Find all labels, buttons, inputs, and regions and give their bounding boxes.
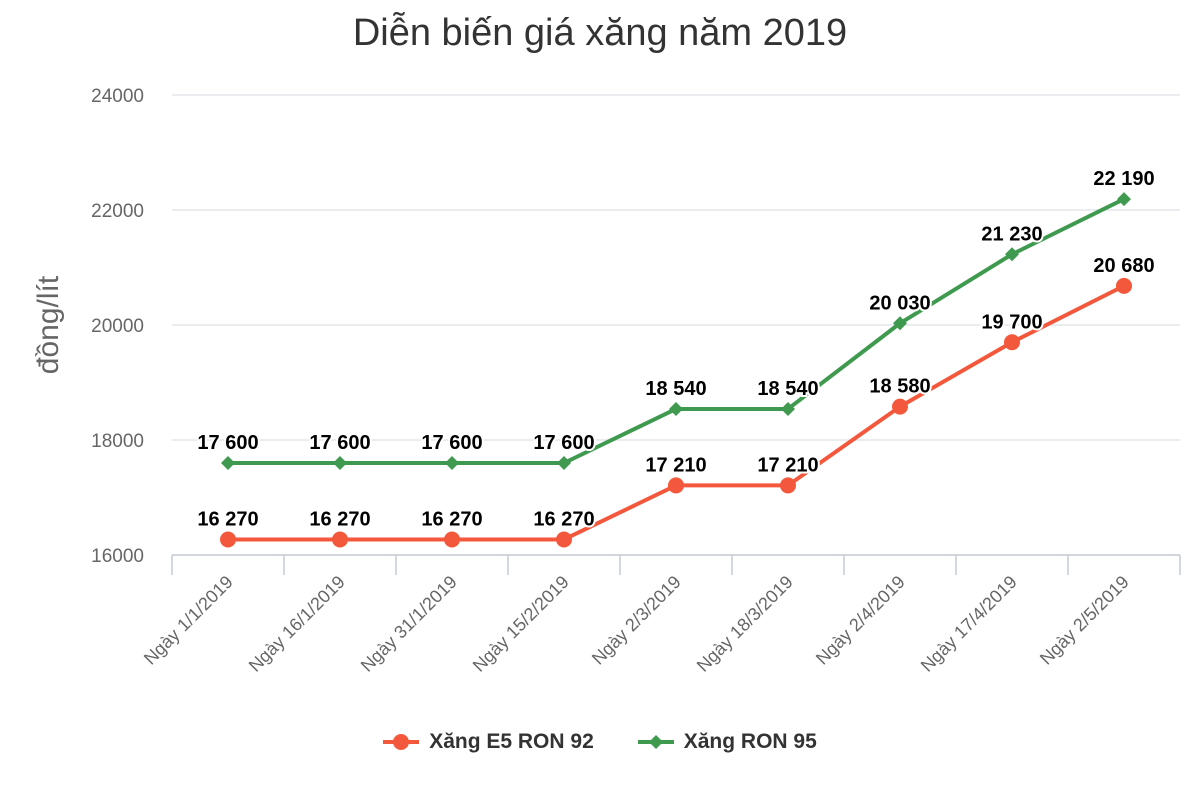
data-label: 18 580 xyxy=(869,376,930,398)
y-axis-title: đồng/lít xyxy=(32,275,65,374)
legend-item-e5-ron-92[interactable]: Xăng E5 RON 92 xyxy=(383,730,594,754)
y-tick-label: 20000 xyxy=(91,316,144,337)
data-label: 22 190 xyxy=(1093,168,1154,190)
data-point[interactable] xyxy=(445,456,459,470)
x-tick-label: Ngày 15/2/2019 xyxy=(469,572,573,676)
y-tick-label: 22000 xyxy=(91,201,144,222)
data-label: 21 230 xyxy=(981,223,1042,245)
data-point[interactable] xyxy=(444,531,460,548)
data-point[interactable] xyxy=(557,456,571,470)
data-point[interactable] xyxy=(333,456,347,470)
x-tick-label: Ngày 2/5/2019 xyxy=(1036,572,1133,669)
circle-marker-icon xyxy=(383,734,420,750)
diamond-marker-icon xyxy=(637,735,674,749)
data-point[interactable] xyxy=(220,531,236,548)
data-point[interactable] xyxy=(1116,277,1132,294)
data-label: 18 540 xyxy=(757,378,818,400)
data-label: 17 600 xyxy=(533,432,594,454)
data-label: 16 270 xyxy=(309,508,370,530)
legend-label: Xăng E5 RON 92 xyxy=(429,730,594,753)
data-label: 20 030 xyxy=(869,292,930,314)
data-label: 17 600 xyxy=(421,432,482,454)
x-tick-label: Ngày 31/1/2019 xyxy=(357,572,461,676)
data-label: 17 210 xyxy=(757,454,818,476)
data-label: 17 210 xyxy=(645,454,706,476)
x-tick-label: Ngày 2/4/2019 xyxy=(812,572,909,669)
data-label: 17 600 xyxy=(309,432,370,454)
x-tick-label: Ngày 16/1/2019 xyxy=(245,572,349,676)
data-label: 19 700 xyxy=(981,311,1042,333)
data-label: 16 270 xyxy=(421,508,482,530)
data-point[interactable] xyxy=(780,477,796,494)
data-point[interactable] xyxy=(1005,247,1019,262)
x-tick-label: Ngày 2/3/2019 xyxy=(588,572,685,669)
data-point[interactable] xyxy=(893,316,907,331)
data-label: 16 270 xyxy=(197,508,258,530)
x-tick-label: Ngày 18/3/2019 xyxy=(693,572,797,676)
data-point[interactable] xyxy=(892,398,908,415)
legend-item-ron-95[interactable]: Xăng RON 95 xyxy=(637,730,817,754)
data-point[interactable] xyxy=(668,477,684,494)
data-point[interactable] xyxy=(1117,192,1131,207)
x-tick-label: Ngày 17/4/2019 xyxy=(917,572,1021,676)
data-point[interactable] xyxy=(781,401,795,416)
y-tick-label: 18000 xyxy=(91,431,144,452)
data-label: 18 540 xyxy=(645,378,706,400)
data-label: 20 680 xyxy=(1093,255,1154,277)
data-label: 16 270 xyxy=(533,508,594,530)
y-tick-label: 24000 xyxy=(91,86,144,107)
x-tick-label: Ngày 1/1/2019 xyxy=(140,572,237,669)
data-labels: 16 270 16 270 16 270 16 270 17 210 17 210 18 5… xyxy=(195,166,1156,532)
series xyxy=(220,192,1132,548)
data-label: 17 600 xyxy=(197,432,258,454)
chart-title: Diễn biến giá xăng năm 2019 xyxy=(352,12,848,54)
legend: Xăng E5 RON 92 Xăng RON 95 xyxy=(0,730,1200,754)
data-point[interactable] xyxy=(1004,334,1020,351)
data-point[interactable] xyxy=(221,456,235,470)
legend-label: Xăng RON 95 xyxy=(683,730,817,753)
y-tick-label: 16000 xyxy=(91,546,144,567)
data-point[interactable] xyxy=(332,531,348,548)
data-point[interactable] xyxy=(669,401,683,416)
data-point[interactable] xyxy=(556,531,572,548)
